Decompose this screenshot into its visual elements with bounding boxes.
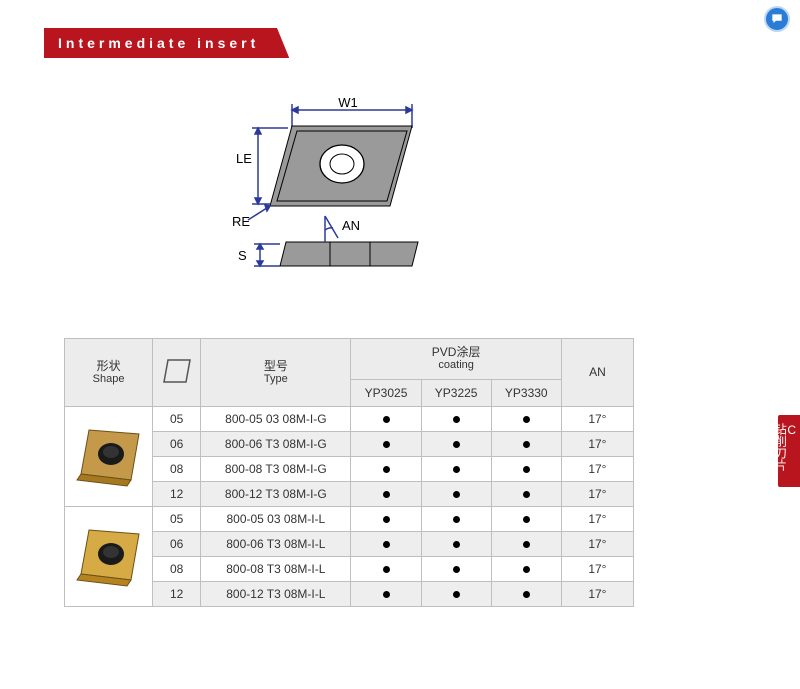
cell-coating-dot (421, 506, 491, 531)
cell-an: 17° (561, 556, 633, 581)
cell-coating-dot (491, 531, 561, 556)
cell-type: 800-06 T3 08M-I-L (201, 531, 351, 556)
th-coat-col: YP3025 (351, 379, 421, 406)
svg-text:S: S (238, 248, 247, 263)
cell-an: 17° (561, 431, 633, 456)
cell-type: 800-08 T3 08M-I-G (201, 456, 351, 481)
cell-size: 08 (153, 556, 201, 581)
cell-coating-dot (351, 581, 421, 606)
cell-an: 17° (561, 456, 633, 481)
cell-coating-dot (351, 456, 421, 481)
cell-type: 800-08 T3 08M-I-L (201, 556, 351, 581)
cell-coating-dot (351, 506, 421, 531)
cell-coating-dot (491, 581, 561, 606)
cell-coating-dot (421, 431, 491, 456)
cell-coating-dot (491, 431, 561, 456)
svg-text:RE: RE (232, 214, 250, 229)
th-shape-icon (153, 339, 201, 407)
shape-image-cell (65, 406, 153, 506)
side-category-tab[interactable]: C钻削刀片 (778, 415, 800, 487)
cell-coating-dot (421, 531, 491, 556)
table-row: 05800-05 03 08M-I-L 17° (65, 506, 634, 531)
chat-icon[interactable] (764, 6, 790, 32)
cell-size: 06 (153, 431, 201, 456)
cell-size: 12 (153, 581, 201, 606)
cell-size: 12 (153, 481, 201, 506)
cell-an: 17° (561, 406, 633, 431)
cell-coating-dot (421, 406, 491, 431)
cell-an: 17° (561, 581, 633, 606)
cell-coating-dot (491, 506, 561, 531)
th-an: AN (561, 339, 633, 407)
cell-size: 05 (153, 406, 201, 431)
cell-coating-dot (421, 556, 491, 581)
cell-coating-dot (351, 531, 421, 556)
section-title-banner: Intermediate insert (44, 28, 289, 58)
cell-an: 17° (561, 531, 633, 556)
th-coat-col: YP3225 (421, 379, 491, 406)
shape-image-cell (65, 506, 153, 606)
cell-an: 17° (561, 506, 633, 531)
cell-size: 06 (153, 531, 201, 556)
cell-coating-dot (421, 456, 491, 481)
cell-type: 800-05 03 08M-I-L (201, 506, 351, 531)
spec-table-container: 形状Shape 型号Type PVD涂层coating AN YP3025YP3… (64, 338, 634, 607)
side-tab-prefix: C (787, 423, 796, 439)
cell-coating-dot (351, 431, 421, 456)
cell-coating-dot (351, 556, 421, 581)
cell-coating-dot (421, 481, 491, 506)
insert-diagram: W1 LE RE (230, 98, 440, 288)
cell-type: 800-12 T3 08M-I-G (201, 481, 351, 506)
svg-text:W1: W1 (338, 98, 358, 110)
cell-coating-dot (491, 406, 561, 431)
cell-an: 17° (561, 481, 633, 506)
th-type: 型号Type (201, 339, 351, 407)
cell-size: 05 (153, 506, 201, 531)
cell-type: 800-12 T3 08M-I-L (201, 581, 351, 606)
th-shape: 形状Shape (65, 339, 153, 407)
cell-coating-dot (421, 581, 491, 606)
side-tab-text: 钻削刀片 (772, 423, 788, 471)
cell-coating-dot (491, 481, 561, 506)
spec-table: 形状Shape 型号Type PVD涂层coating AN YP3025YP3… (64, 338, 634, 607)
cell-type: 800-05 03 08M-I-G (201, 406, 351, 431)
cell-coating-dot (351, 406, 421, 431)
cell-size: 08 (153, 456, 201, 481)
th-coating: PVD涂层coating (351, 339, 561, 380)
cell-coating-dot (491, 556, 561, 581)
cell-coating-dot (351, 481, 421, 506)
cell-coating-dot (491, 456, 561, 481)
th-coat-col: YP3330 (491, 379, 561, 406)
cell-type: 800-06 T3 08M-I-G (201, 431, 351, 456)
table-row: 05800-05 03 08M-I-G 17° (65, 406, 634, 431)
diagram-svg: W1 LE RE (230, 98, 440, 288)
svg-text:AN: AN (342, 218, 360, 233)
svg-text:LE: LE (236, 151, 252, 166)
